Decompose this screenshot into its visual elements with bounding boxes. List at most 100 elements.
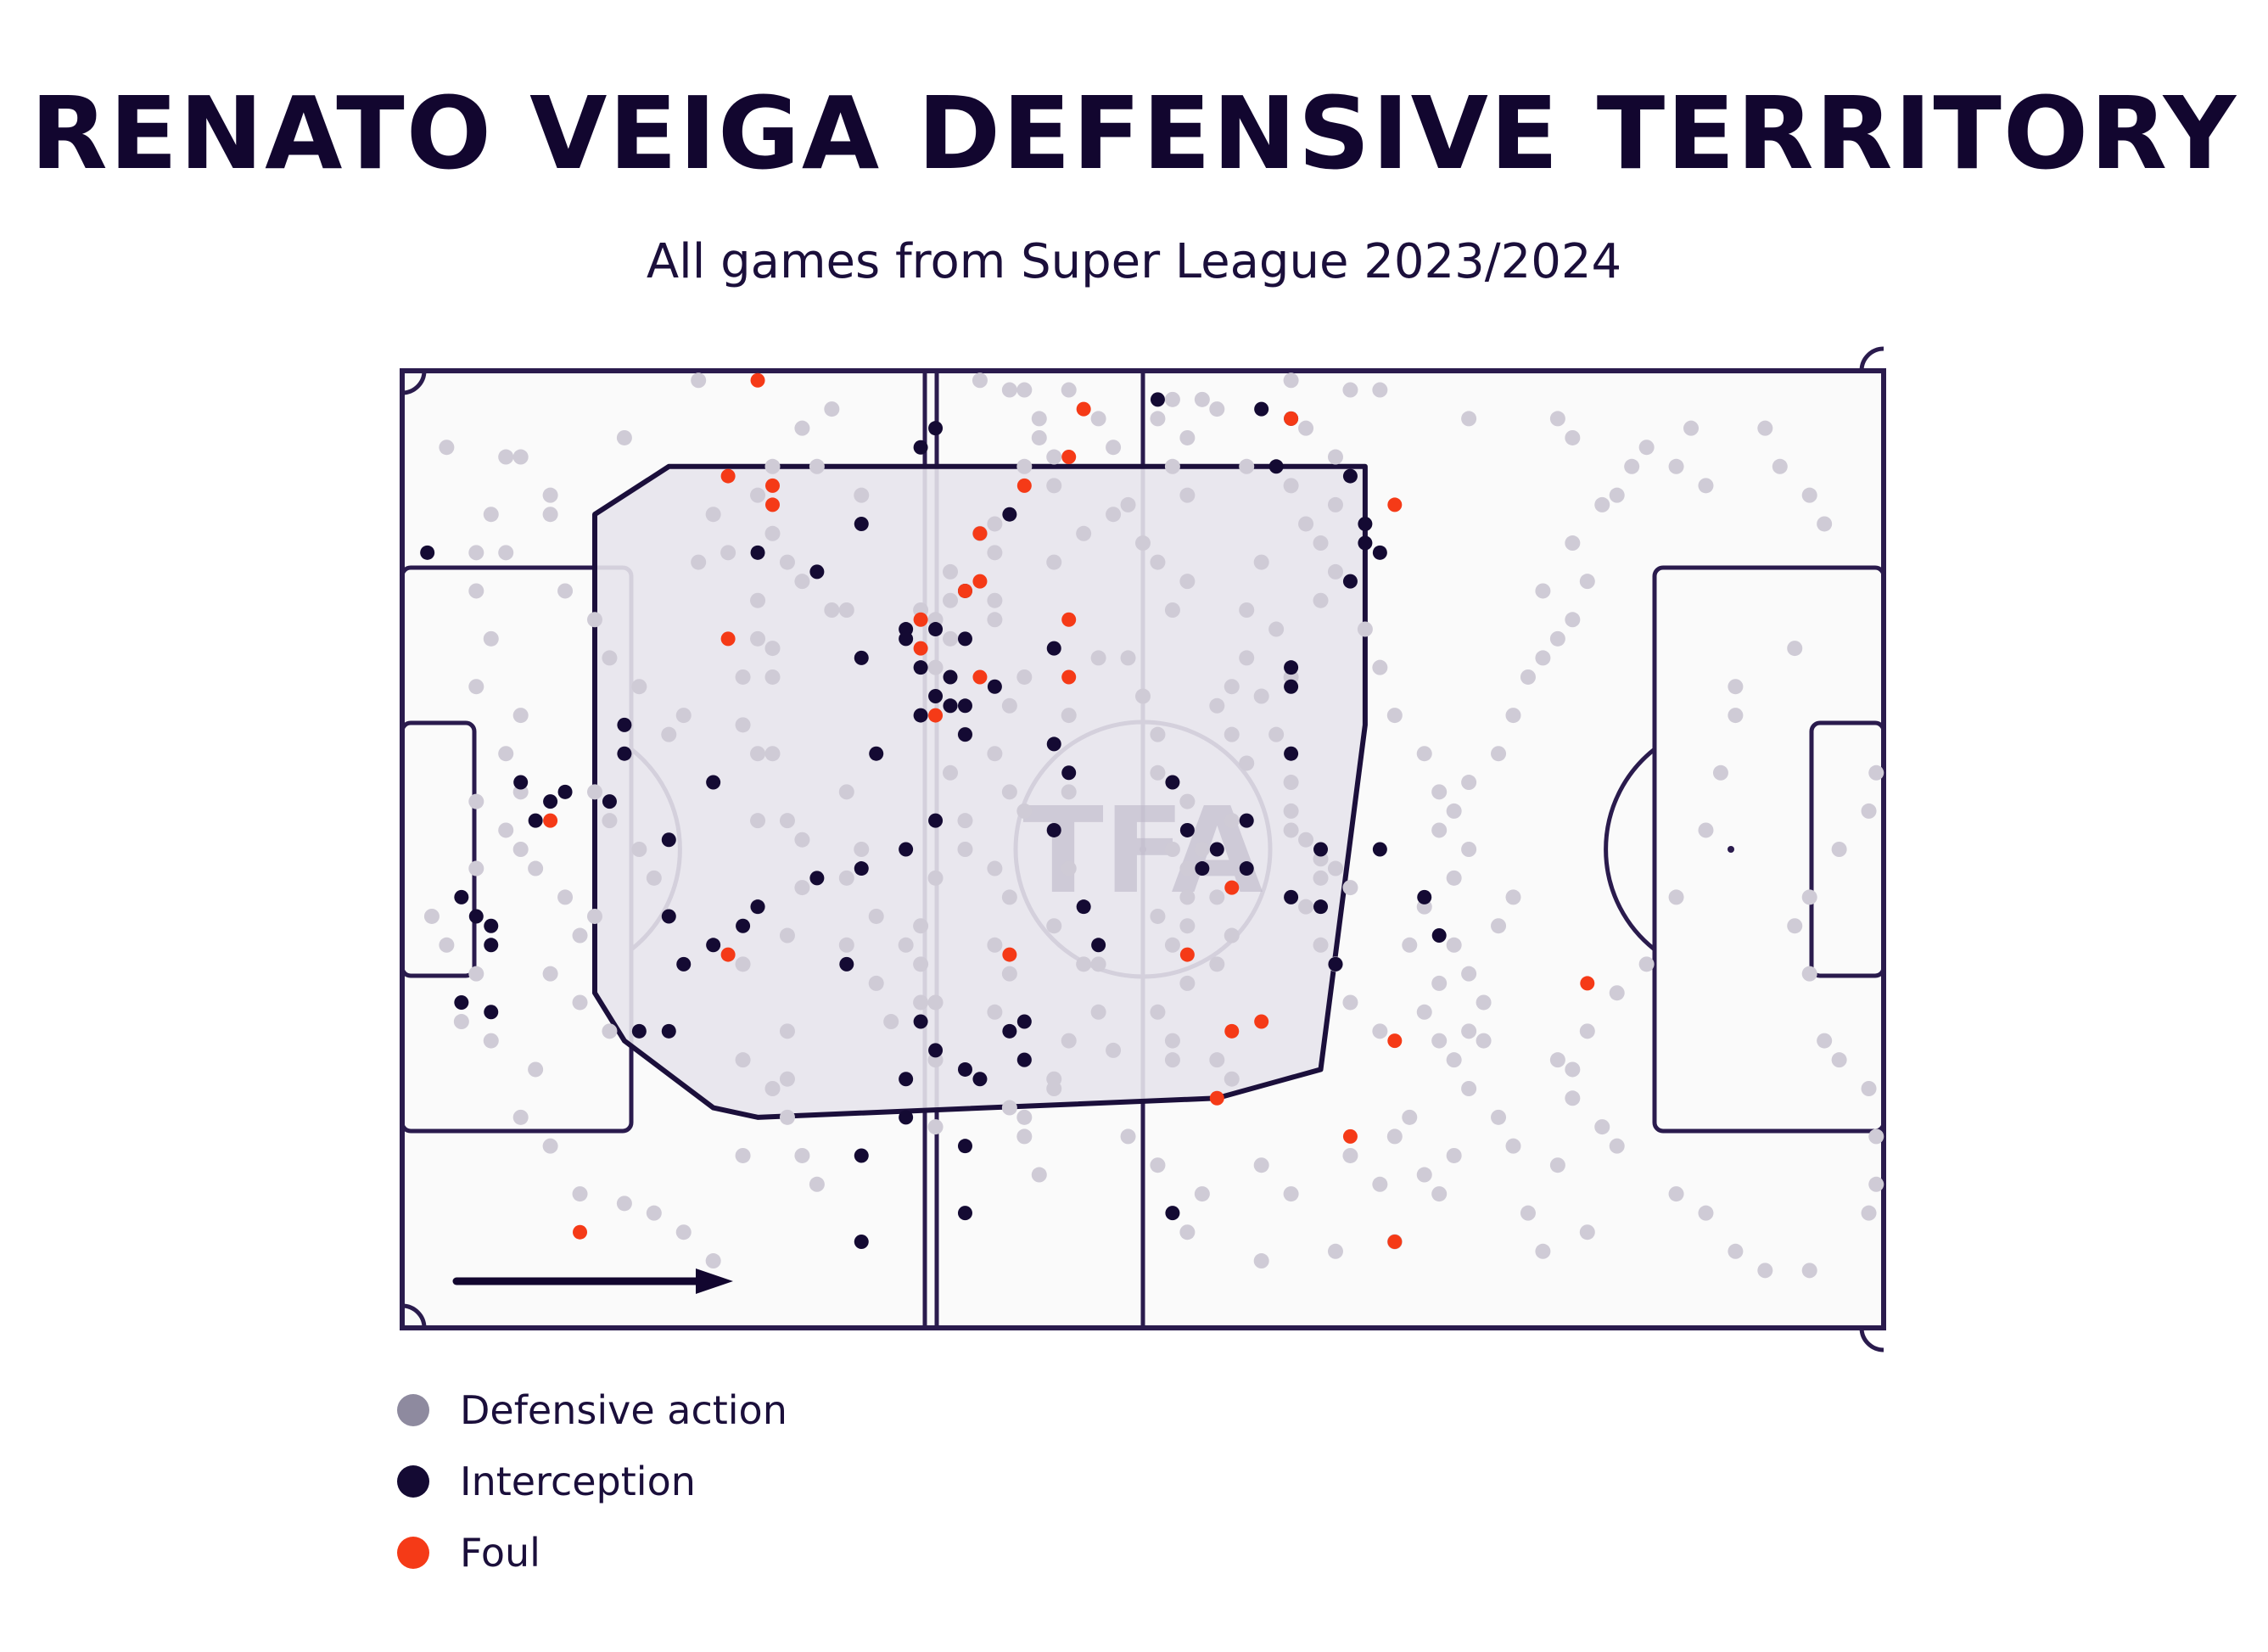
- defensive-action-point: [1001, 889, 1017, 905]
- defensive-action-point: [1402, 1109, 1418, 1125]
- foul-point: [1580, 976, 1595, 991]
- interception-point: [1016, 1014, 1032, 1029]
- corner-arc: [401, 1303, 427, 1329]
- interception-point: [750, 545, 765, 560]
- defensive-action-point: [1520, 1205, 1536, 1221]
- foul-point: [1002, 947, 1017, 962]
- defensive-action-point: [750, 813, 766, 829]
- defensive-action-point: [1298, 832, 1314, 848]
- defensive-action-point: [1046, 1081, 1062, 1096]
- defensive-action-point: [943, 630, 959, 647]
- chart-title: RENATO VEIGA DEFENSIVE TERRITORY: [30, 75, 2238, 192]
- defensive-action-point: [735, 669, 751, 685]
- defensive-action-point: [1505, 1138, 1521, 1154]
- defensive-action-point: [498, 449, 514, 465]
- defensive-action-point: [512, 708, 529, 724]
- interception-point: [1254, 401, 1269, 417]
- interception-point: [676, 956, 692, 972]
- defensive-action-point: [1179, 793, 1196, 809]
- defensive-action-point: [1461, 411, 1477, 427]
- interception-point: [661, 832, 676, 848]
- foul-point: [1387, 1234, 1403, 1249]
- defensive-action-point: [1313, 870, 1329, 886]
- foul-point: [1387, 497, 1403, 512]
- defensive-action-point: [468, 545, 484, 561]
- interception-point: [1431, 928, 1447, 944]
- interception-point: [1284, 660, 1299, 675]
- interception-point: [1268, 459, 1284, 474]
- defensive-action-point: [1594, 496, 1610, 512]
- defensive-action-point: [1565, 429, 1581, 445]
- interception-point: [1076, 899, 1091, 915]
- defensive-action-point: [1698, 1205, 1714, 1221]
- defensive-action-point: [750, 592, 766, 608]
- foul-point: [913, 612, 928, 627]
- defensive-action-point: [586, 612, 602, 628]
- defensive-action-point: [1461, 1023, 1477, 1039]
- defensive-action-point: [602, 813, 618, 829]
- defensive-action-point: [1209, 1052, 1225, 1068]
- interception-point: [1046, 641, 1061, 656]
- defensive-action-point: [586, 908, 602, 924]
- defensive-action-point: [1298, 420, 1314, 436]
- foul-point: [913, 641, 928, 656]
- defensive-action-point: [1135, 535, 1151, 552]
- defensive-action-point: [1150, 764, 1166, 781]
- defensive-action-point: [943, 592, 959, 608]
- defensive-action-point: [512, 842, 529, 857]
- defensive-action-point: [439, 937, 455, 953]
- defensive-action-point: [1728, 1243, 1744, 1259]
- defensive-action-point: [1298, 516, 1314, 532]
- defensive-action-point: [1001, 1100, 1017, 1116]
- defensive-action-point: [764, 746, 781, 762]
- interception-point: [543, 794, 558, 809]
- defensive-action-point: [1164, 1052, 1180, 1068]
- defensive-action-point: [1268, 726, 1285, 742]
- defensive-action-point: [1120, 650, 1136, 666]
- interception-point: [1313, 842, 1329, 857]
- defensive-action-point: [735, 1147, 751, 1163]
- defensive-action-point: [794, 880, 810, 896]
- defensive-action-point: [439, 440, 455, 456]
- interception-point: [928, 689, 944, 704]
- defensive-action-point: [1090, 650, 1106, 666]
- defensive-action-point: [1106, 507, 1122, 523]
- defensive-action-point: [809, 1176, 825, 1192]
- points-layer: [420, 372, 1884, 1279]
- foul-point: [1061, 612, 1077, 627]
- defensive-action-point: [868, 908, 884, 924]
- legend-label-foul: Foul: [460, 1530, 540, 1576]
- defensive-action-point: [1342, 994, 1358, 1011]
- defensive-action-point: [1372, 382, 1388, 398]
- defensive-action-point: [838, 870, 854, 886]
- defensive-action-point: [1772, 458, 1788, 474]
- defensive-action-point: [1179, 889, 1196, 905]
- defensive-action-point: [1209, 889, 1225, 905]
- corner-arc: [401, 370, 427, 395]
- defensive-action-point: [1638, 440, 1655, 456]
- defensive-action-point: [691, 554, 707, 570]
- defensive-action-point: [1668, 1186, 1684, 1202]
- chart-subtitle: All games from Super League 2023/2024: [646, 234, 1622, 289]
- defensive-action-point: [913, 994, 929, 1011]
- defensive-action-point: [735, 717, 751, 733]
- defensive-action-point: [1046, 554, 1062, 570]
- foul-point: [928, 708, 944, 723]
- interception-point: [1342, 468, 1358, 484]
- defensive-action-point: [1179, 487, 1196, 503]
- interception-point: [899, 631, 914, 647]
- defensive-action-point: [1461, 966, 1477, 982]
- interception-point: [854, 650, 869, 665]
- interception-point: [928, 622, 944, 637]
- interception-point: [957, 727, 972, 742]
- defensive-action-point: [1076, 956, 1092, 972]
- left-six-yard-box: [400, 720, 477, 978]
- foul-point: [573, 1224, 588, 1240]
- defensive-action-point: [1090, 411, 1106, 427]
- defensive-action-point: [854, 487, 870, 503]
- defensive-action-point: [1683, 420, 1700, 436]
- interception-point: [987, 679, 1002, 694]
- defensive-action-point: [957, 813, 973, 829]
- defensive-action-point: [1179, 574, 1196, 590]
- defensive-action-point: [1150, 1004, 1166, 1020]
